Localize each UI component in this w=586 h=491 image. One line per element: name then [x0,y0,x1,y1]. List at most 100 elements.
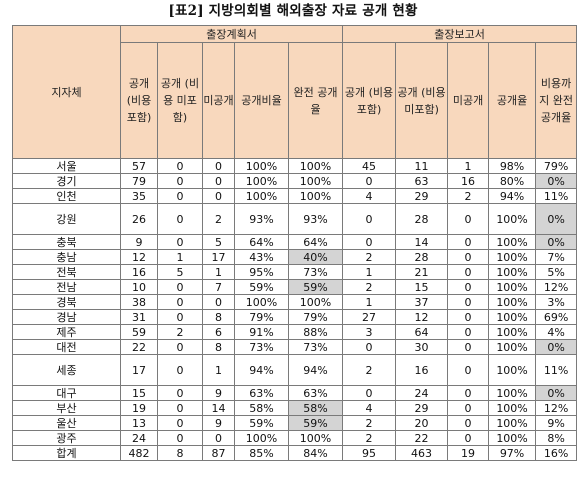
plan-value-cell: 95% [234,264,289,280]
plan-value-cell: 38 [120,294,158,310]
report-value-cell: 100% [488,354,537,386]
report-value-cell: 7% [535,249,578,265]
plan-col-header: 완전 공개율 [287,42,344,159]
plan-value-cell: 1 [202,264,235,280]
table-row: 충남 12 1 17 43% 40% 2 28 0 100% 7% [12,249,578,265]
report-value-cell: 0 [447,264,490,280]
plan-value-cell: 64% [287,234,344,250]
plan-value-cell: 9 [202,415,235,431]
plan-value-cell: 58% [234,400,289,416]
plan-value-cell: 63% [234,385,289,401]
plan-value-cell: 0 [157,385,203,401]
report-value-cell: 2 [342,279,397,295]
report-col-header: 공개율 [488,42,537,159]
plan-value-cell: 8 [202,339,235,355]
report-value-cell: 0 [342,234,397,250]
report-value-cell: 100% [488,324,537,340]
plan-value-cell: 22 [120,339,158,355]
disclosure-table: 지자체 출장계획서 출장보고서 공개 (비용 포함) 공개 (비용 미포함) 미… [12,25,578,461]
report-value-cell: 21 [395,264,449,280]
plan-value-cell: 8 [202,309,235,325]
plan-value-cell: 0 [157,203,203,235]
plan-value-cell: 31 [120,309,158,325]
report-value-cell: 64 [395,324,449,340]
region-cell: 경남 [12,309,121,325]
region-cell: 인천 [12,188,121,204]
report-value-cell: 0 [447,309,490,325]
plan-value-cell: 14 [202,400,235,416]
report-value-cell: 79% [535,158,578,174]
plan-value-cell: 93% [287,203,344,235]
region-cell: 전북 [12,264,121,280]
report-value-cell: 16% [535,445,578,461]
table-row: 경기 79 0 0 100% 100% 0 63 16 80% 0% [12,173,578,189]
report-value-cell: 30 [395,339,449,355]
report-value-cell: 16 [395,354,449,386]
report-col-header: 공개 (비용 미포함) [395,42,449,159]
plan-value-cell: 0 [157,430,203,446]
plan-value-cell: 43% [234,249,289,265]
table-row: 세종 17 0 1 94% 94% 2 16 0 100% 11% [12,354,578,386]
plan-value-cell: 73% [234,339,289,355]
plan-value-cell: 59% [234,279,289,295]
region-cell: 충남 [12,249,121,265]
plan-value-cell: 100% [287,188,344,204]
plan-value-cell: 100% [234,158,289,174]
report-value-cell: 4% [535,324,578,340]
plan-value-cell: 0 [157,354,203,386]
plan-value-cell: 59% [287,415,344,431]
plan-value-cell: 40% [287,249,344,265]
report-value-cell: 3% [535,294,578,310]
plan-value-cell: 5 [157,264,203,280]
region-cell: 부산 [12,400,121,416]
report-value-cell: 0 [447,249,490,265]
report-value-cell: 11% [535,188,578,204]
report-value-cell: 2 [342,354,397,386]
report-value-cell: 45 [342,158,397,174]
report-value-cell: 28 [395,203,449,235]
plan-value-cell: 5 [202,234,235,250]
report-value-cell: 100% [488,385,537,401]
report-value-cell: 9% [535,415,578,431]
report-value-cell: 463 [395,445,449,461]
region-cell: 세종 [12,354,121,386]
report-value-cell: 0 [342,385,397,401]
plan-value-cell: 73% [287,339,344,355]
report-col-header: 미공개 [447,42,490,159]
report-value-cell: 37 [395,294,449,310]
plan-value-cell: 0 [157,294,203,310]
plan-value-cell: 6 [202,324,235,340]
plan-value-cell: 10 [120,279,158,295]
region-header: 지자체 [12,25,121,159]
plan-value-cell: 0 [202,188,235,204]
report-value-cell: 8% [535,430,578,446]
plan-value-cell: 100% [234,294,289,310]
report-value-cell: 12 [395,309,449,325]
report-value-cell: 0 [342,203,397,235]
report-value-cell: 100% [488,264,537,280]
table-row: 인천 35 0 0 100% 100% 4 29 2 94% 11% [12,188,578,204]
plan-col-header: 공개 (비용 미포함) [157,42,203,159]
table-row: 전북 16 5 1 95% 73% 1 21 0 100% 5% [12,264,578,280]
plan-value-cell: 0 [157,158,203,174]
report-value-cell: 95 [342,445,397,461]
plan-value-cell: 59% [287,279,344,295]
plan-value-cell: 85% [234,445,289,461]
plan-value-cell: 2 [157,324,203,340]
plan-value-cell: 93% [234,203,289,235]
region-cell: 대구 [12,385,121,401]
table-title: [표2] 지방의회별 해외출장 자료 공개 현황 [168,3,418,19]
plan-value-cell: 63% [287,385,344,401]
plan-value-cell: 91% [234,324,289,340]
plan-value-cell: 57 [120,158,158,174]
plan-value-cell: 94% [234,354,289,386]
report-value-cell: 29 [395,400,449,416]
report-value-cell: 1 [342,264,397,280]
report-value-cell: 28 [395,249,449,265]
plan-value-cell: 26 [120,203,158,235]
report-value-cell: 15 [395,279,449,295]
table-row: 울산 13 0 9 59% 59% 2 20 0 100% 9% [12,415,578,431]
region-cell: 경기 [12,173,121,189]
report-value-cell: 100% [488,339,537,355]
report-value-cell: 1 [447,158,490,174]
